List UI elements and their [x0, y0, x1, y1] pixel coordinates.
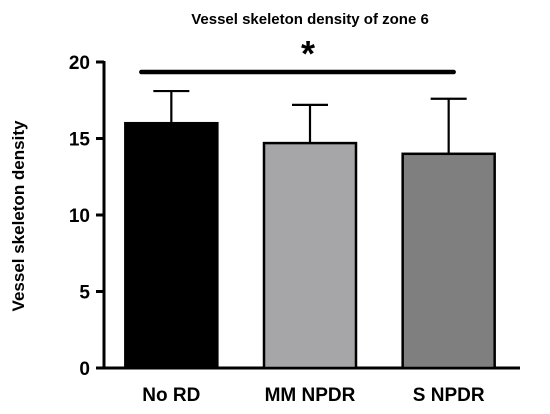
y-tick-label: 20 — [69, 53, 90, 74]
y-tick-label: 10 — [69, 206, 90, 227]
x-tick-label: MM NPDR — [265, 385, 356, 406]
y-tick-label: 0 — [79, 359, 90, 380]
bar-no-rd — [124, 121, 219, 370]
bar-mm-npdr — [262, 141, 358, 370]
y-tick-label: 15 — [69, 130, 91, 151]
bar-s-npdr — [401, 152, 496, 370]
significance-star: * — [301, 33, 315, 74]
x-tick-label: S NPDR — [413, 385, 485, 406]
x-tick-label: No RD — [142, 385, 200, 406]
chart-title: Vessel skeleton density of zone 6 — [191, 11, 429, 28]
y-tick-label: 5 — [79, 283, 90, 304]
y-axis-label: Vessel skeleton density — [9, 120, 28, 311]
plot-area: 0 5 10 15 20 No RD MM NPDR S NPDR * — [69, 33, 520, 406]
